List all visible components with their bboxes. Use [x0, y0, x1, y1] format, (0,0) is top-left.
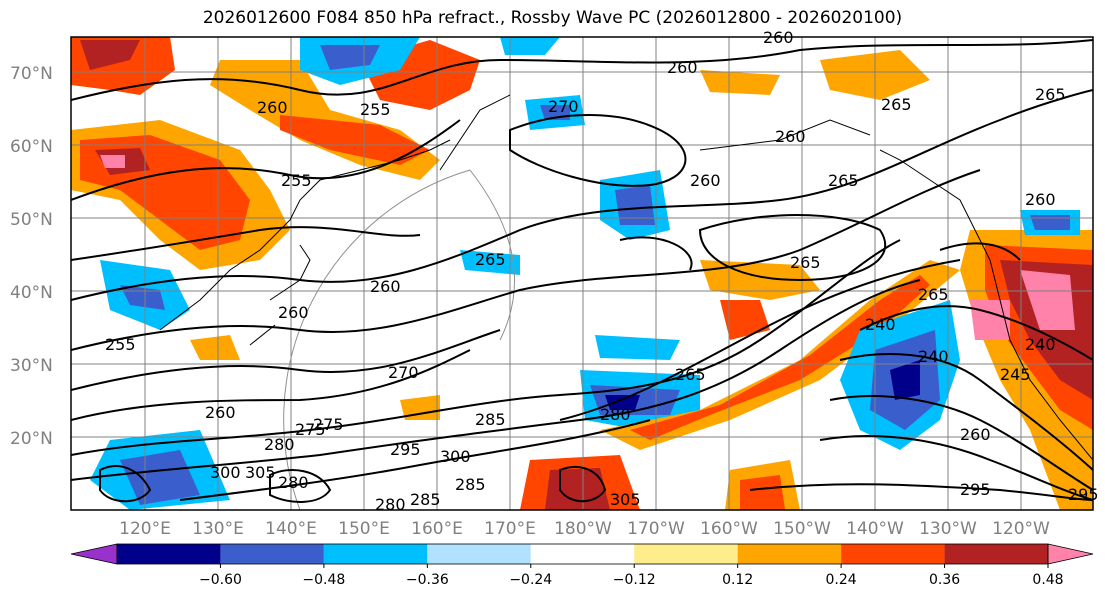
contour-label: 265	[475, 250, 506, 269]
lat-label: 60°N	[10, 137, 53, 157]
contour-label: 305	[610, 490, 641, 509]
contour-label: 295	[960, 480, 991, 499]
lon-label: 160°E	[411, 519, 463, 539]
contour-label: 280	[264, 435, 295, 454]
colorbar: −0.60 −0.48 −0.36 −0.24 −0.12 0.12 0.24 0.36 0.4…	[70, 543, 1094, 588]
graticule	[71, 37, 1093, 510]
colorbar-segment	[117, 544, 221, 564]
contour-label: 260	[960, 425, 991, 444]
colorbar-tick-label: −0.24	[509, 572, 552, 588]
contour-label: 260	[763, 28, 794, 47]
colorbar-tick-label: −0.60	[199, 572, 242, 588]
contour-label: 285	[410, 490, 441, 509]
colorbar-segment	[634, 544, 738, 564]
contour-label: 265	[881, 95, 912, 114]
contour-label: 260	[278, 303, 309, 322]
contour-label: 295	[390, 440, 421, 459]
map-frame	[70, 36, 1094, 511]
lon-label: 150°W	[773, 519, 831, 539]
colorbar-segment	[427, 544, 531, 564]
contour-label: 260	[1025, 190, 1056, 209]
colorbar-border	[116, 543, 1049, 565]
contour-label: 260	[257, 98, 288, 117]
contour-label: 260	[370, 277, 401, 296]
contour-label: 260	[205, 403, 236, 422]
lon-label: 140°E	[265, 519, 317, 539]
contour-label: 255	[360, 100, 391, 119]
colorbar-tick-label: 0.24	[826, 572, 857, 588]
contour-label: 265	[1035, 85, 1066, 104]
contour-label: 270	[388, 363, 419, 382]
lon-label: 170°W	[627, 519, 685, 539]
contour-label: 255	[281, 171, 312, 190]
colorbar-tick-label: 0.48	[1032, 572, 1063, 588]
map-title: 2026012600 F084 850 hPa refract., Rossby…	[202, 8, 903, 28]
contour-label: 280	[600, 405, 631, 424]
contour-label: 295	[1068, 485, 1099, 504]
colorbar-tick-label: −0.36	[406, 572, 449, 588]
colorbar-segment	[530, 544, 635, 564]
colorbar-segment	[220, 544, 324, 564]
contour-label: 285	[475, 410, 506, 429]
contour-label: 280	[375, 495, 406, 514]
lat-label: 70°N	[10, 64, 53, 84]
contour-labels: 260 255 270 260 265 260 260 265 255 265 …	[105, 28, 1099, 514]
contour-label: 265	[675, 365, 706, 384]
contour-label: 300	[440, 447, 471, 466]
contour-label: 265	[918, 285, 949, 304]
lon-label: 170°E	[484, 519, 536, 539]
colorbar-extension-high	[1047, 543, 1094, 565]
colorbar-segment	[323, 544, 428, 564]
colorbar-segment	[841, 544, 945, 564]
contour-label: 260	[667, 58, 698, 77]
geopotential-contours	[71, 39, 1093, 503]
lon-label: 120°E	[119, 519, 171, 539]
contour-label: 285	[455, 475, 486, 494]
contour-label: 255	[105, 335, 136, 354]
colorbar-tick-label: −0.48	[302, 572, 345, 588]
contour-label: 265	[790, 253, 821, 272]
colorbar-tick-label: −0.12	[613, 572, 656, 588]
contour-label: 300	[210, 463, 241, 482]
latitude-labels: 70°N 60°N 50°N 40°N 30°N 20°N	[10, 64, 53, 449]
contour-label: 240	[865, 315, 896, 334]
anomaly-shading	[71, 37, 1093, 510]
contour-label: 270	[548, 97, 579, 116]
lon-label: 180°W	[554, 519, 612, 539]
lat-label: 40°N	[10, 283, 53, 303]
lon-label: 120°W	[992, 519, 1050, 539]
lon-label: 160°W	[700, 519, 758, 539]
contour-label: 240	[1025, 335, 1056, 354]
lat-label: 30°N	[10, 356, 53, 376]
lon-label: 130°E	[192, 519, 244, 539]
contour-label: 305	[245, 463, 276, 482]
contour-label: 265	[828, 171, 859, 190]
colorbar-segment	[944, 544, 1048, 564]
contour-label: 260	[690, 171, 721, 190]
contour-label: 240	[918, 347, 949, 366]
lat-label: 20°N	[10, 429, 53, 449]
colorbar-tick-label: 0.12	[722, 572, 753, 588]
colorbar-tick-label: 0.36	[929, 572, 960, 588]
contour-label: 245	[1000, 365, 1031, 384]
contour-label: 280	[278, 473, 309, 492]
colorbar-extension-low	[70, 543, 118, 565]
lon-label: 130°W	[919, 519, 977, 539]
contour-label: 275	[295, 420, 326, 439]
lat-label: 50°N	[10, 210, 53, 230]
contour-label: 260	[775, 127, 806, 146]
longitude-labels: 120°E 130°E 140°E 150°E 160°E 170°E 180°…	[119, 519, 1050, 539]
coastlines	[159, 94, 1093, 461]
colorbar-segment	[737, 544, 842, 564]
lon-label: 150°E	[338, 519, 390, 539]
contour-label: 275	[313, 415, 344, 434]
lon-label: 140°W	[846, 519, 904, 539]
